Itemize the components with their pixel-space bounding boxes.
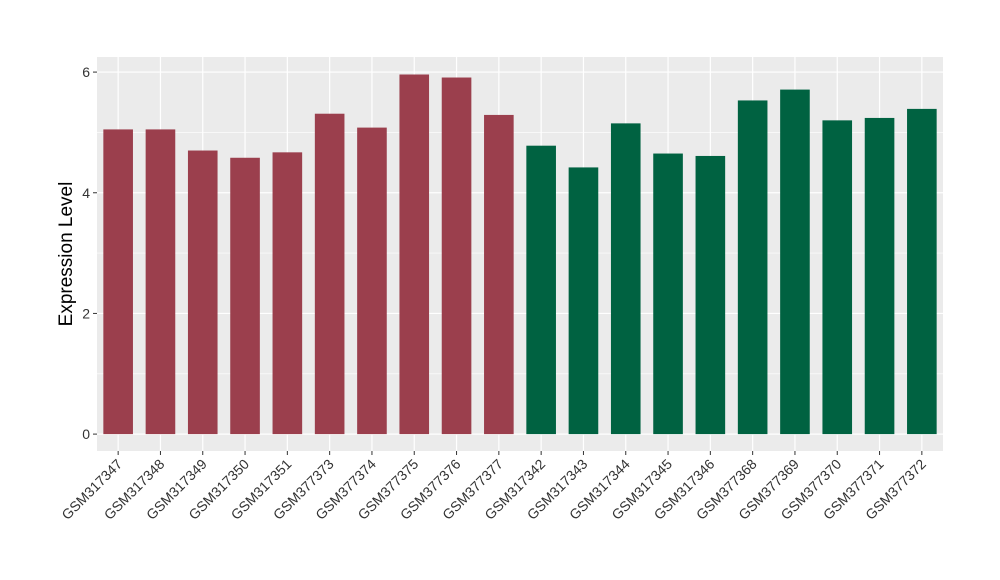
bar [272,152,303,435]
x-axis: GSM317347GSM317348GSM317349GSM317350GSM3… [58,451,929,523]
bar [907,108,937,435]
bar [864,117,895,435]
bars [103,74,937,435]
bar [441,77,472,435]
bar [484,114,514,435]
bar [145,129,176,435]
bar [822,120,853,435]
bar [610,123,641,435]
y-axis: 0 2 4 6 [82,64,97,442]
bar [103,129,133,435]
bar [695,155,726,435]
bar [399,74,430,435]
y-tick-label: 6 [82,64,90,80]
bar [526,145,556,435]
y-tick-label: 2 [82,305,90,321]
bar [230,157,260,435]
y-tick-label: 0 [82,426,90,442]
bar [357,127,387,435]
bar [314,113,345,435]
bar [653,153,683,435]
y-axis-title: Expression Level [56,182,77,327]
y-tick-label: 4 [82,185,90,201]
plot-panel [97,57,943,451]
bar [737,100,768,435]
bar [780,89,810,435]
bar [187,150,218,435]
bar [568,167,599,435]
